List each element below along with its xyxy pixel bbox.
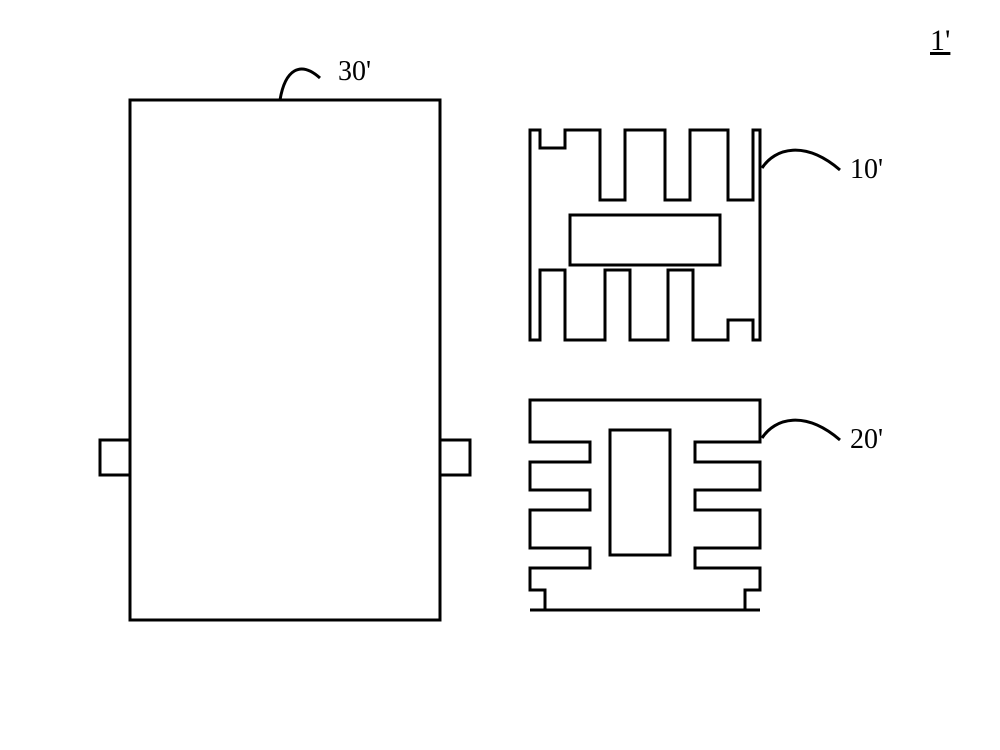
- component-10-outline: [530, 130, 760, 340]
- callout-leader-c10: [762, 150, 840, 170]
- component-10-chip: [570, 215, 720, 265]
- component-30-right-tab: [440, 440, 470, 475]
- callout-label-c10: 10': [850, 154, 883, 185]
- callout-leader-c30: [280, 69, 320, 100]
- callout-label-c20: 20': [850, 424, 883, 455]
- patent-figure: 30' 10' 20' 1': [0, 0, 1000, 750]
- callout-label-c30: 30': [338, 56, 371, 87]
- component-30: [130, 100, 440, 620]
- figure-label: 1': [930, 24, 950, 57]
- component-20-chip: [610, 430, 670, 555]
- callout-leader-c20: [762, 420, 840, 440]
- component-30-left-tab: [100, 440, 130, 475]
